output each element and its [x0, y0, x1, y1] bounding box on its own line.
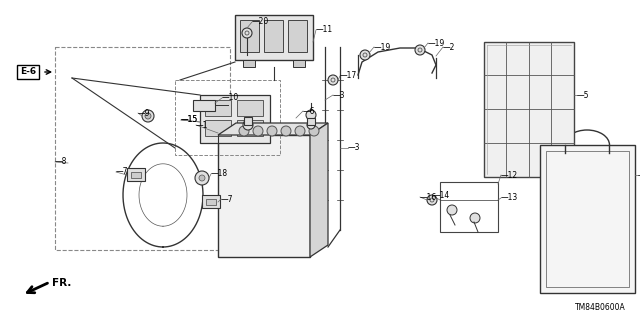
Circle shape	[253, 126, 263, 136]
Circle shape	[309, 126, 319, 136]
Text: —10: —10	[222, 93, 239, 102]
Text: —4: —4	[638, 170, 640, 180]
Bar	[540, 145, 635, 293]
Bar	[288, 20, 307, 52]
Circle shape	[447, 205, 457, 215]
Bar	[244, 117, 252, 125]
Text: E-6: E-6	[20, 68, 36, 77]
Text: —1: —1	[196, 121, 209, 130]
Circle shape	[239, 126, 249, 136]
Bar	[237, 120, 263, 136]
Text: —16: —16	[420, 192, 437, 202]
Circle shape	[306, 110, 316, 120]
Text: —3: —3	[333, 91, 346, 100]
Bar	[546, 151, 629, 287]
Bar	[193, 100, 215, 111]
Bar	[240, 20, 259, 52]
Circle shape	[267, 126, 277, 136]
Text: —3: —3	[348, 144, 360, 152]
Bar	[484, 42, 574, 177]
Text: —8: —8	[55, 158, 67, 167]
Text: —2: —2	[443, 42, 456, 51]
Circle shape	[195, 171, 209, 185]
Circle shape	[328, 75, 338, 85]
Text: —7: —7	[116, 167, 129, 176]
Bar	[205, 120, 231, 136]
Bar	[202, 195, 220, 208]
Text: —14: —14	[433, 191, 451, 201]
Circle shape	[145, 113, 151, 119]
Bar	[264, 20, 283, 52]
Text: —11: —11	[316, 26, 333, 34]
Circle shape	[199, 175, 205, 181]
Bar	[243, 60, 255, 67]
Text: —15: —15	[181, 115, 198, 124]
Text: —5: —5	[577, 91, 589, 100]
Bar	[131, 172, 141, 178]
Bar	[205, 100, 231, 116]
Bar	[235, 15, 313, 60]
Polygon shape	[218, 123, 328, 135]
Text: TM84B0600A: TM84B0600A	[575, 303, 626, 313]
Circle shape	[243, 120, 253, 130]
Circle shape	[427, 195, 437, 205]
Bar	[307, 118, 315, 125]
Bar	[55, 47, 230, 250]
Circle shape	[295, 126, 305, 136]
Text: —19: —19	[374, 42, 391, 51]
Circle shape	[142, 110, 154, 122]
Bar	[206, 199, 216, 205]
Circle shape	[281, 126, 291, 136]
Text: —20: —20	[252, 18, 269, 26]
Polygon shape	[310, 123, 328, 257]
Text: —9: —9	[138, 108, 150, 117]
Bar	[218, 135, 310, 257]
Text: —7: —7	[221, 195, 234, 204]
Bar	[237, 100, 263, 116]
Circle shape	[470, 213, 480, 223]
Text: —19: —19	[428, 39, 445, 48]
Bar	[440, 182, 498, 232]
Circle shape	[360, 50, 370, 60]
Bar	[293, 60, 305, 67]
Bar	[127, 168, 145, 181]
Text: —6: —6	[303, 107, 316, 115]
Text: —13: —13	[501, 194, 518, 203]
Text: —12: —12	[501, 170, 518, 180]
Circle shape	[307, 121, 315, 129]
Text: —17: —17	[340, 71, 357, 80]
Text: —15: —15	[181, 115, 198, 124]
Text: FR.: FR.	[52, 278, 72, 288]
Circle shape	[415, 45, 425, 55]
Circle shape	[242, 28, 252, 38]
Bar	[175, 80, 280, 155]
Text: —18: —18	[211, 169, 228, 179]
Bar	[200, 95, 270, 143]
